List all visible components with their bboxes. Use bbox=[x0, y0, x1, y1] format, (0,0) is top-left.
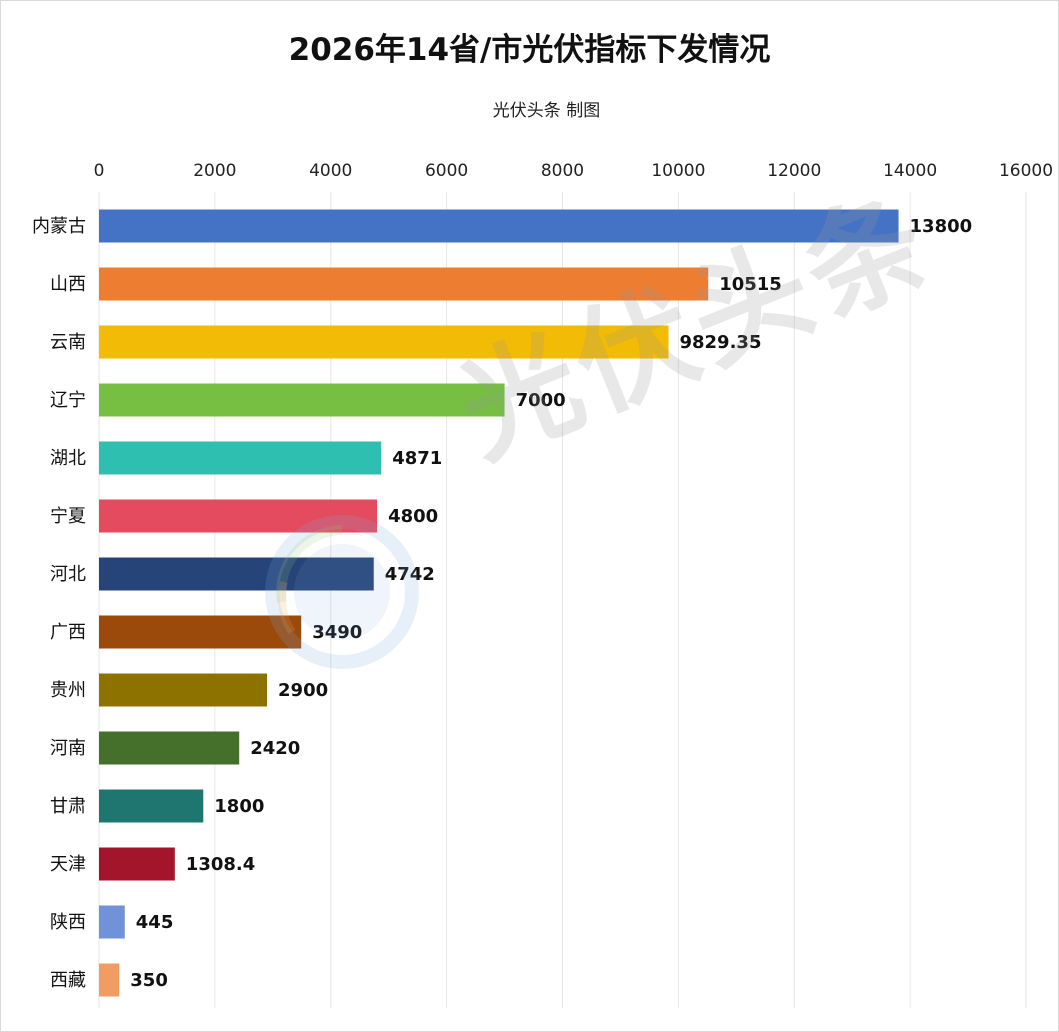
data-label: 7000 bbox=[516, 390, 566, 411]
bar bbox=[99, 209, 899, 243]
chart-title: 2026年14省/市光伏指标下发情况 bbox=[288, 32, 771, 68]
data-label: 445 bbox=[136, 912, 174, 933]
bar bbox=[99, 615, 302, 649]
data-label: 4871 bbox=[392, 448, 442, 469]
data-label: 13800 bbox=[910, 216, 973, 237]
bar bbox=[99, 325, 669, 359]
bar bbox=[99, 731, 240, 765]
data-label: 1308.4 bbox=[186, 854, 255, 875]
bar bbox=[99, 963, 120, 997]
bar bbox=[99, 905, 125, 939]
x-tick-label: 2000 bbox=[193, 161, 236, 181]
category-label: 广西 bbox=[50, 622, 86, 643]
x-tick-label: 0 bbox=[94, 161, 105, 181]
data-label: 4800 bbox=[388, 506, 438, 527]
category-label: 湖北 bbox=[50, 448, 86, 469]
category-label: 甘肃 bbox=[50, 796, 86, 817]
bar bbox=[99, 267, 709, 301]
chart-subtitle: 光伏头条 制图 bbox=[492, 101, 601, 121]
category-label: 西藏 bbox=[50, 970, 86, 991]
x-tick-label: 4000 bbox=[309, 161, 352, 181]
bar bbox=[99, 847, 175, 881]
data-label: 1800 bbox=[214, 796, 264, 817]
category-label: 陕西 bbox=[50, 912, 86, 933]
data-label: 4742 bbox=[385, 564, 435, 585]
x-tick-label: 6000 bbox=[425, 161, 468, 181]
data-label: 350 bbox=[130, 970, 168, 991]
data-label: 2900 bbox=[278, 680, 328, 701]
category-label: 天津 bbox=[50, 854, 86, 875]
bar bbox=[99, 789, 204, 823]
data-label: 2420 bbox=[250, 738, 300, 759]
category-label: 辽宁 bbox=[50, 390, 86, 411]
category-label: 山西 bbox=[50, 274, 86, 295]
bar bbox=[99, 499, 378, 533]
bar bbox=[99, 383, 505, 417]
x-tick-label: 12000 bbox=[767, 161, 821, 181]
category-label: 云南 bbox=[50, 332, 86, 353]
category-label: 河南 bbox=[50, 738, 86, 759]
category-label: 内蒙古 bbox=[32, 216, 86, 237]
x-tick-label: 14000 bbox=[883, 161, 937, 181]
bar bbox=[99, 441, 382, 475]
bar bbox=[99, 673, 268, 707]
x-tick-label: 8000 bbox=[541, 161, 584, 181]
category-label: 宁夏 bbox=[50, 506, 86, 527]
data-label: 3490 bbox=[312, 622, 362, 643]
data-label: 10515 bbox=[719, 274, 782, 295]
category-label: 河北 bbox=[50, 564, 86, 585]
x-tick-label: 10000 bbox=[651, 161, 705, 181]
data-label: 9829.35 bbox=[679, 332, 761, 353]
x-tick-label: 16000 bbox=[999, 161, 1053, 181]
bar bbox=[99, 557, 374, 591]
category-label: 贵州 bbox=[50, 680, 86, 701]
